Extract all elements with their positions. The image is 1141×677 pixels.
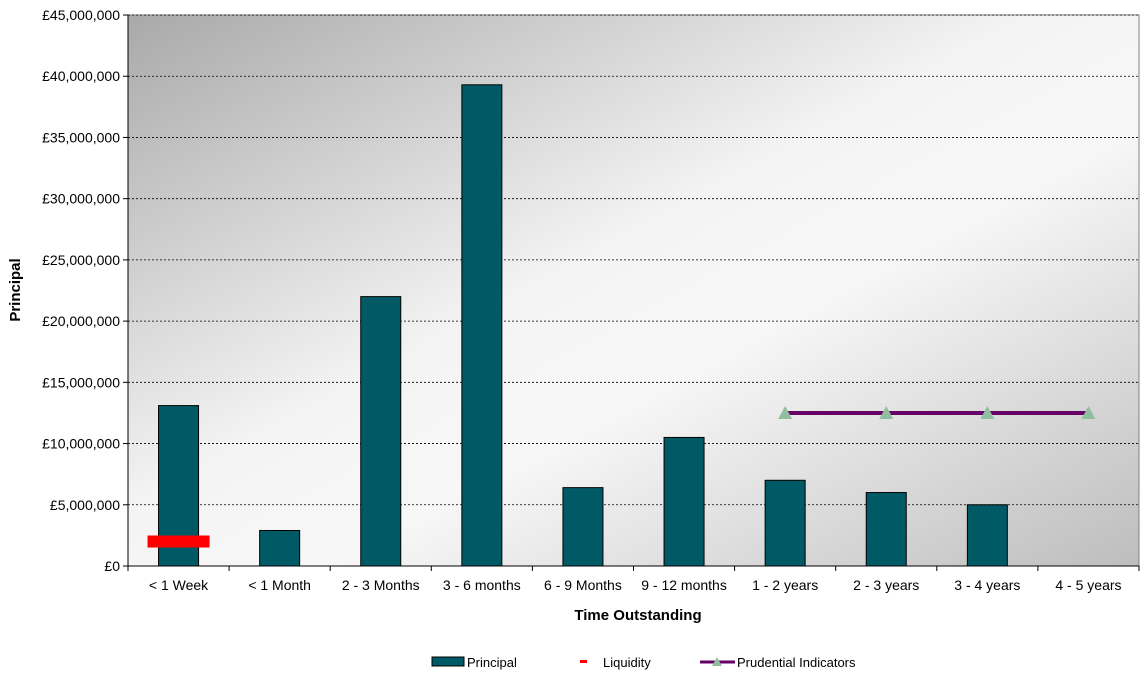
bar [562,487,604,567]
x-tick-label: < 1 Month [248,577,311,593]
y-tick-label: £10,000,000 [42,436,120,452]
x-tick-label: 9 - 12 months [641,577,727,593]
bar [865,492,907,567]
prudential-marker [778,405,793,419]
legend-label: Prudential Indicators [737,655,856,670]
x-tick-label: 3 - 6 months [443,577,521,593]
y-tick-label: £45,000,000 [42,7,120,23]
y-tick-label: £5,000,000 [50,497,120,513]
x-tick-label: 2 - 3 Months [342,577,420,593]
x-axis-title: Time Outstanding [574,607,701,624]
bar [966,504,1008,567]
bar [461,84,503,567]
x-tick-label: 6 - 9 Months [544,577,622,593]
y-tick-label: £20,000,000 [42,313,120,329]
bar [663,436,705,567]
x-tick-label: < 1 Week [149,577,209,593]
y-axis-ticks: £0 £5,000,000 £10,000,000 £15,000,000 £20,00… [42,7,128,574]
prudential-marker [1081,405,1096,419]
x-axis-ticks: < 1 Week < 1 Month 2 - 3 Months 3 - 6 month… [127,566,1140,593]
x-tick-label: 4 - 5 years [1055,577,1121,593]
legend-label: Liquidity [603,655,651,670]
liquidity-marker [147,535,210,548]
y-tick-label: £15,000,000 [42,374,120,390]
legend: Principal Liquidity Prudential Indicators [431,655,856,670]
x-tick-label: 3 - 4 years [954,577,1020,593]
plot-area [127,14,1140,567]
x-tick-label: 1 - 2 years [752,577,818,593]
principal-bars [158,84,1008,567]
y-axis-title: Principal [7,258,24,321]
bar [360,296,402,567]
bar [764,479,806,567]
gridlines [128,14,1139,506]
y-tick-label: £0 [104,558,120,574]
bar [259,529,301,567]
overlay-series [147,405,1096,548]
legend-swatch-principal [431,656,465,667]
legend-swatch-prudential-marker [712,657,722,666]
y-tick-label: £40,000,000 [42,68,120,84]
x-tick-label: 2 - 3 years [853,577,919,593]
prudential-marker [879,405,894,419]
prudential-marker [980,405,995,419]
y-tick-label: £35,000,000 [42,129,120,145]
legend-label: Principal [467,655,517,670]
legend-swatch-liquidity [580,660,587,663]
y-tick-label: £25,000,000 [42,252,120,268]
y-tick-label: £30,000,000 [42,191,120,207]
